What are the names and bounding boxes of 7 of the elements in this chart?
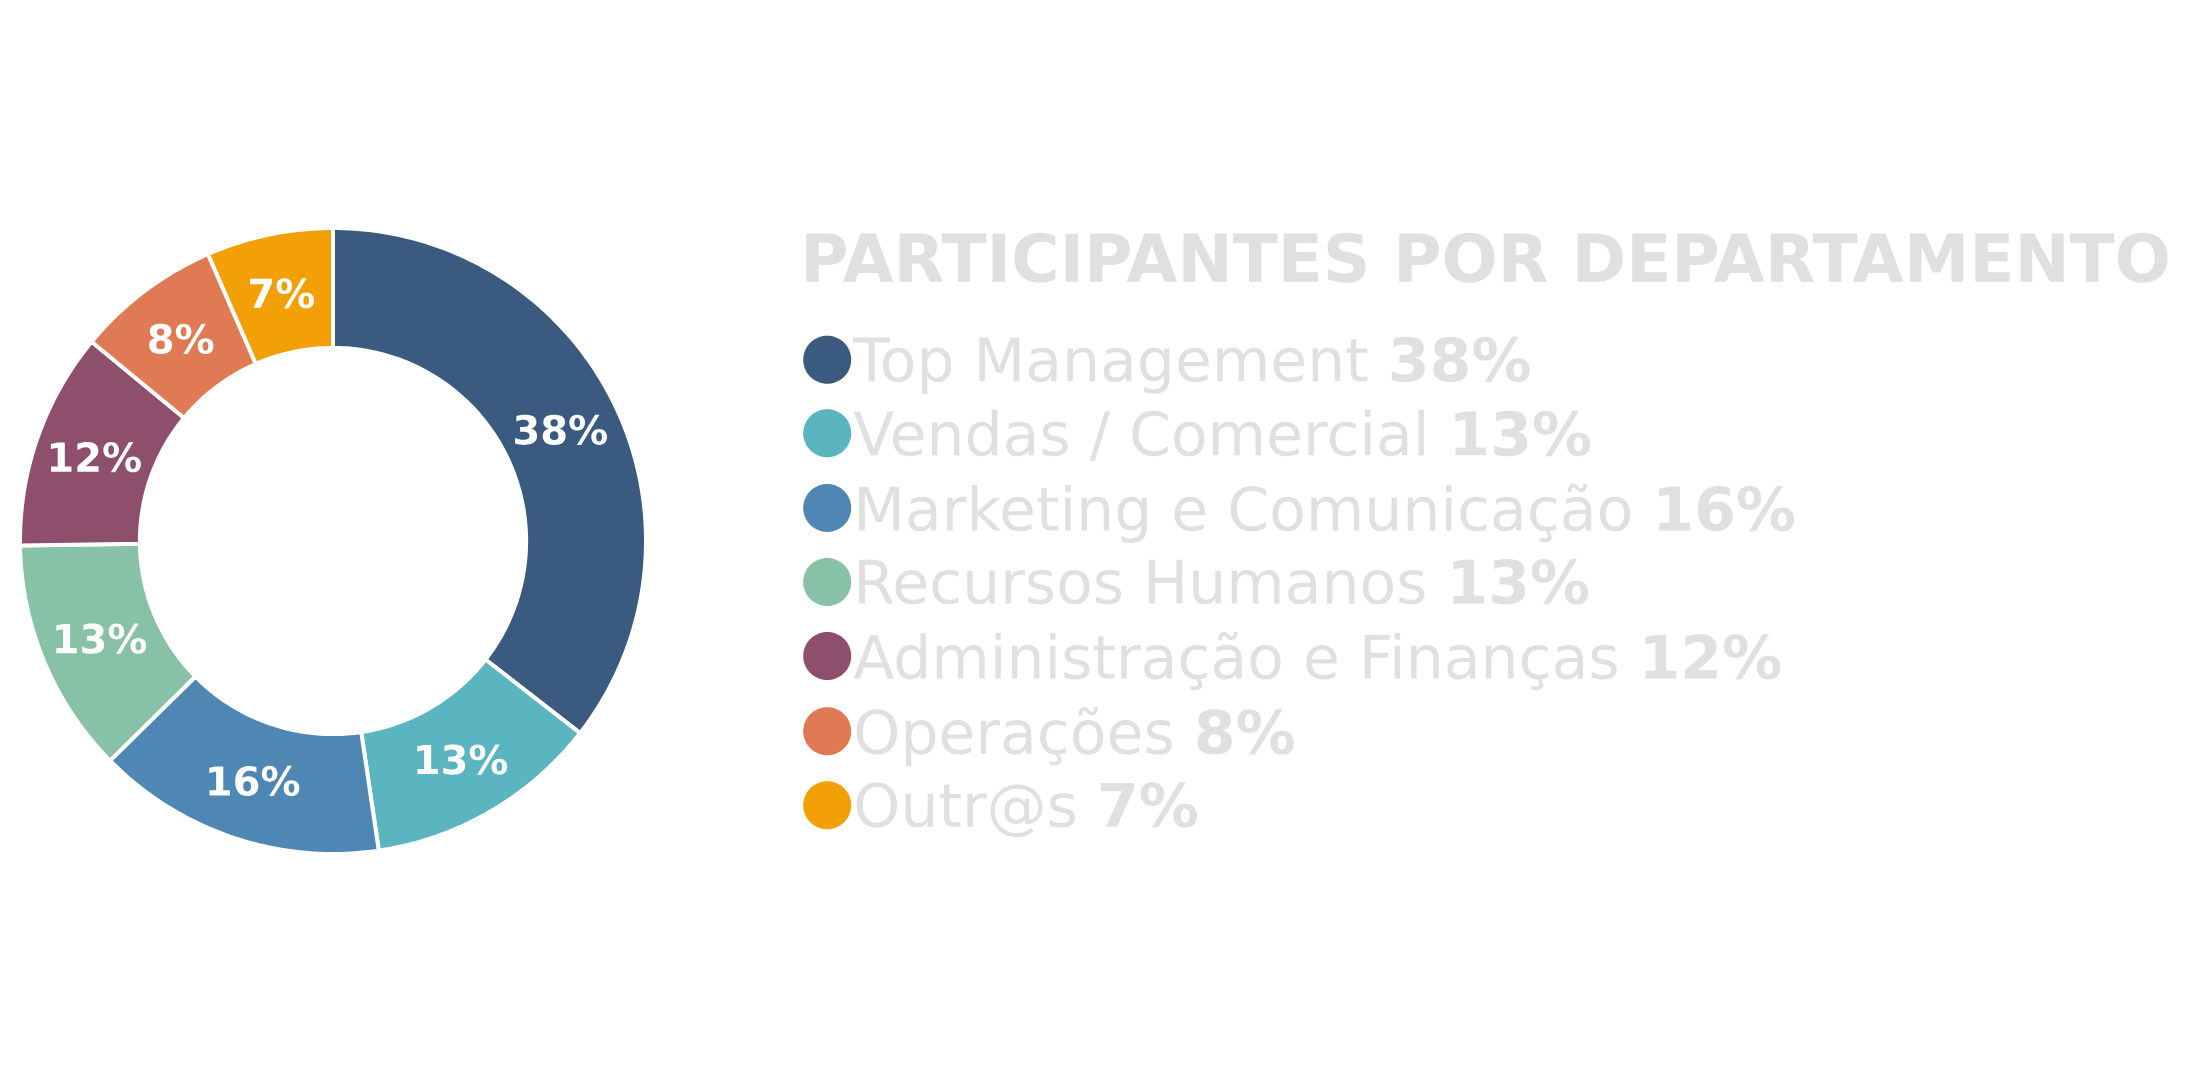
data-label: 12% (50, 442, 141, 473)
data-label: 8% (149, 323, 214, 355)
data-label: 38% (515, 414, 607, 445)
data-label: 13% (417, 744, 508, 775)
data-label: 16% (209, 765, 300, 797)
data-label: 13% (56, 623, 147, 654)
data-label: 7% (250, 278, 315, 309)
